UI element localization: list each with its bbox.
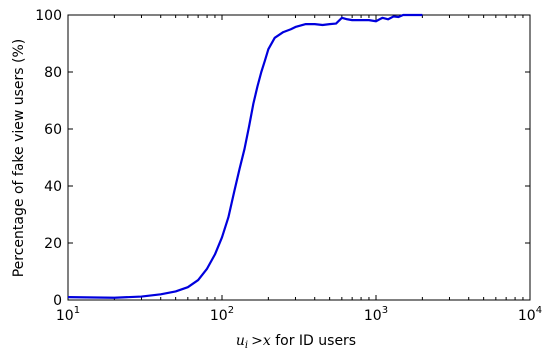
x-label-x: x [263, 333, 271, 349]
y-tick-label: 0 [53, 293, 62, 309]
tick-labels: 101 102 103 104 0 20 40 60 80 100 [35, 8, 542, 324]
y-axis-label: Percentage of fake view users (%) [11, 39, 27, 278]
y-tick-label: 40 [44, 179, 62, 195]
y-tick-label: 100 [35, 8, 62, 24]
x-tick-label: 101 [56, 305, 80, 324]
x-label-text: for ID users [271, 333, 356, 349]
series-line [67, 13, 423, 299]
plot-frame [67, 14, 531, 301]
plot-area [67, 14, 531, 301]
x-label-subscript: i [245, 340, 248, 349]
x-tick-label: 103 [364, 305, 388, 324]
x-label-gt: > [251, 333, 263, 349]
y-tick-label: 20 [44, 236, 62, 252]
x-tick-label: 104 [518, 305, 542, 324]
x-tick-label: 102 [210, 305, 234, 324]
x-axis-label: ui >x for ID users [236, 333, 356, 349]
y-tick-label: 60 [44, 122, 62, 138]
axis-ticks [67, 14, 531, 301]
x-label-u: u [236, 333, 245, 349]
y-tick-label: 80 [44, 65, 62, 81]
